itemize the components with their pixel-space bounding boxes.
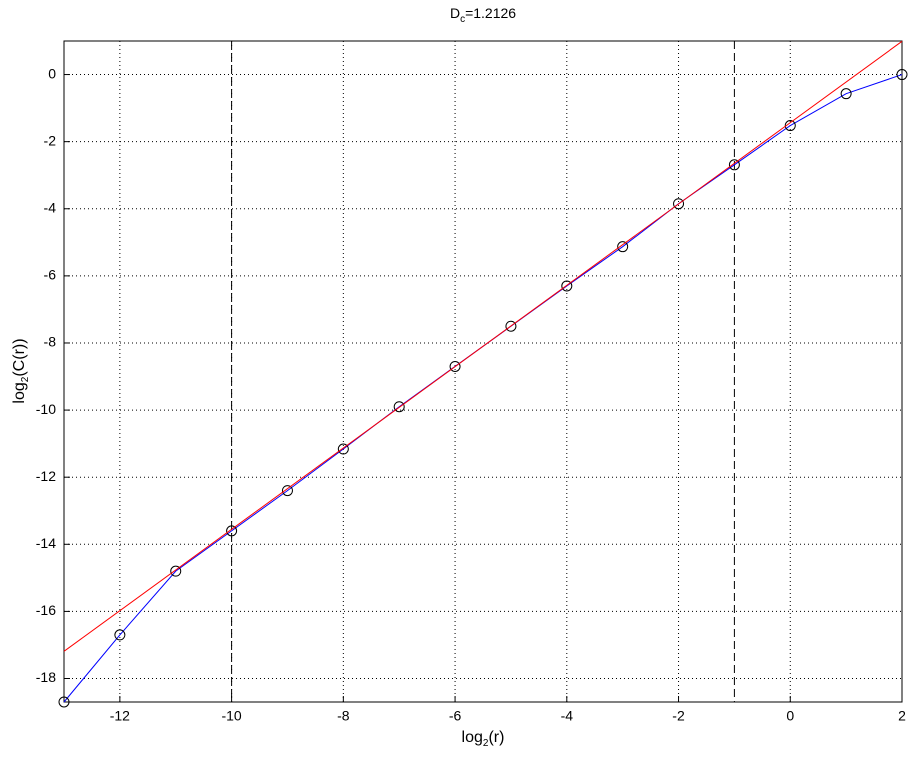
data-point (281, 485, 293, 497)
data-point (170, 565, 182, 577)
x-tick-label: -2 (672, 708, 685, 724)
x-tick-label: 2 (898, 708, 906, 724)
data-point (449, 360, 461, 372)
y-tick-label: -16 (36, 602, 56, 618)
data-point (561, 280, 573, 292)
y-tick-label: -14 (36, 535, 56, 551)
x-tick-label: -4 (561, 708, 574, 724)
title-sub: c (460, 14, 465, 25)
x-tick-label: 0 (786, 708, 794, 724)
data-point (728, 159, 740, 171)
y-tick-label: -4 (44, 199, 57, 215)
plot-frame (63, 40, 903, 703)
x-axis-label: log2(r) (462, 729, 505, 748)
y-tick-label: -18 (36, 669, 56, 685)
xlabel-sub: 2 (483, 738, 489, 749)
y-tick-label: 0 (48, 65, 56, 81)
y-tick-label: -8 (44, 334, 57, 350)
data-point (505, 320, 517, 332)
data-point (896, 69, 908, 81)
data-point (393, 401, 405, 413)
x-tick-label: -12 (110, 708, 130, 724)
data-point (784, 120, 796, 132)
y-axis-label: log2(C(r)) (11, 338, 30, 403)
data-point (226, 525, 238, 537)
ylabel-main: log (11, 382, 28, 403)
y-tick-label: -12 (36, 468, 56, 484)
series-line (63, 40, 903, 652)
ylabel-sub: 2 (20, 376, 31, 382)
chart-title: Dc=1.2126 (450, 5, 516, 25)
xlabel-main: log (462, 729, 483, 746)
y-tick-label: -6 (44, 267, 57, 283)
data-point (673, 198, 685, 210)
x-tick-label: -6 (449, 708, 462, 724)
x-tick-label: -8 (337, 708, 350, 724)
title-main: D (450, 5, 460, 21)
y-tick-label: -2 (44, 132, 57, 148)
title-rest: =1.2126 (465, 5, 516, 21)
y-tick-label: -10 (36, 401, 56, 417)
data-point (617, 241, 629, 253)
data-point (58, 696, 70, 708)
data-point (840, 88, 852, 100)
xlabel-rest: (r) (488, 729, 504, 746)
data-point (337, 443, 349, 455)
ylabel-rest: (C(r)) (11, 338, 28, 376)
data-point (114, 629, 126, 641)
x-tick-label: -10 (221, 708, 241, 724)
